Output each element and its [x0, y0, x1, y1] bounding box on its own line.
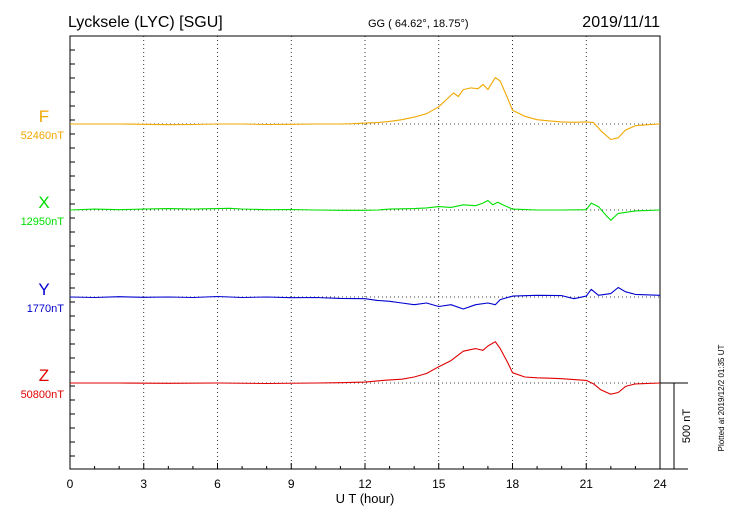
plot-date: 2019/11/11 — [582, 14, 660, 31]
series-x: X 12950nT — [21, 193, 661, 228]
x-axis-ticks: 0 3 6 9 12 15 18 21 24 — [67, 49, 667, 491]
x-tick-label: 12 — [358, 477, 372, 491]
station-coordinates: GG ( 64.62°, 18.75°) — [368, 18, 469, 30]
series-f: F 52460nT — [21, 77, 661, 142]
station-title: Lycksele (LYC) [SGU] — [68, 14, 223, 31]
series-name-z: Z — [39, 366, 49, 385]
x-tick-label: 9 — [288, 477, 295, 491]
series-line-y — [69, 286, 661, 310]
x-tick-label: 21 — [580, 477, 594, 491]
series-layer: F 52460nT X 12950nT Y 1770nT Z 50800nT — [21, 77, 661, 401]
series-line-f — [70, 77, 661, 141]
series-baseline-label-y: 1770nT — [27, 303, 65, 315]
x-tick-label: 18 — [506, 477, 520, 491]
grid-lines — [143, 36, 587, 469]
x-tick-label: 3 — [140, 477, 147, 491]
x-axis-label: U T (hour) — [336, 491, 395, 506]
series-name-y: Y — [38, 280, 49, 299]
series-baseline-label-f: 52460nT — [21, 130, 65, 142]
series-baseline-label-x: 12950nT — [21, 216, 65, 228]
series-line-x — [69, 199, 661, 221]
plotted-timestamp: Plotted at 2019/12/2 01:35 UT — [717, 345, 726, 452]
series-z: Z 50800nT — [21, 341, 661, 401]
series-y: Y 1770nT — [27, 280, 661, 315]
x-tick-label: 0 — [67, 477, 74, 491]
x-tick-label: 24 — [653, 477, 667, 491]
series-name-f: F — [39, 107, 49, 126]
series-name-x: X — [38, 193, 49, 212]
series-line-z — [70, 341, 661, 395]
series-baseline-label-z: 50800nT — [21, 389, 65, 401]
scale-bar-label: 500 nT — [681, 409, 693, 444]
scale-bar: 500 nT — [660, 382, 693, 470]
x-tick-label: 6 — [214, 477, 221, 491]
x-tick-label: 15 — [432, 477, 446, 491]
